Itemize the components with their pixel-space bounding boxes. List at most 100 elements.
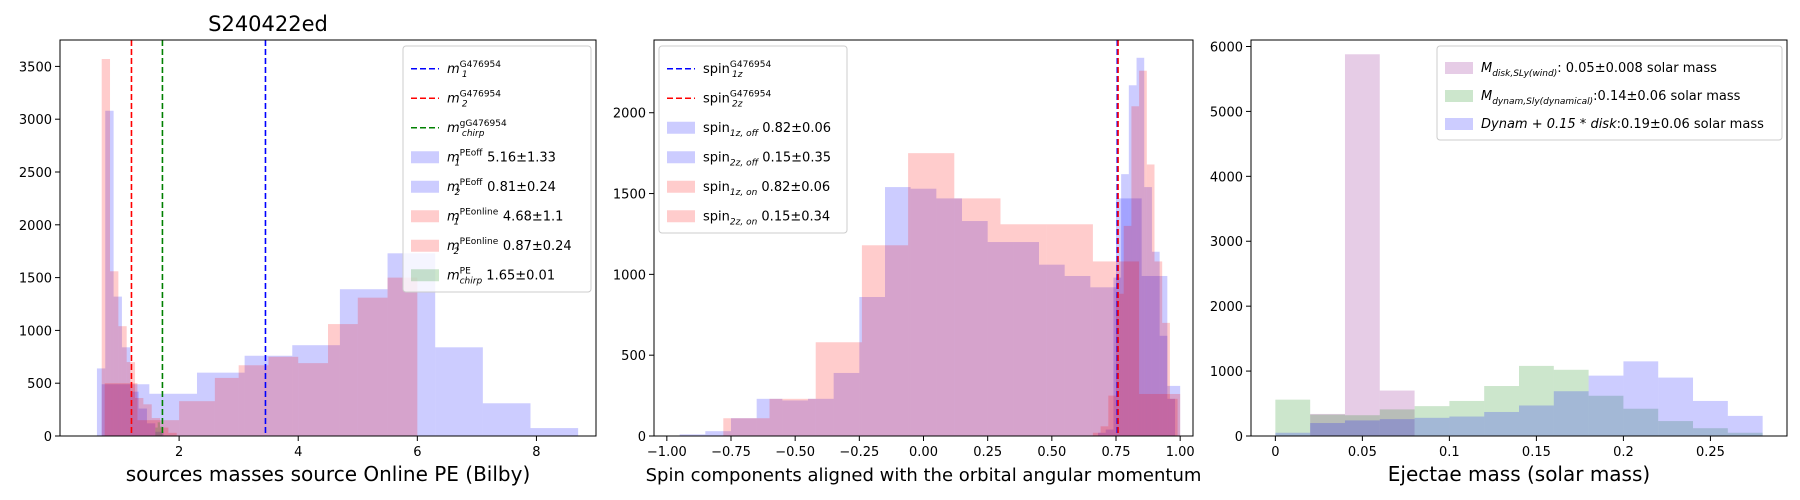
hist-bar-s0-b7 — [435, 347, 483, 436]
hist-bar-s3-b2 — [815, 342, 862, 436]
hist-bar-s1-b8 — [1553, 369, 1589, 436]
legend-entry-label: mG476954 1 — [447, 60, 501, 80]
y-tick-label: 3000 — [19, 113, 52, 128]
hist-bar-s3-b0 — [101, 59, 111, 437]
hist-bar-s2-b2 — [179, 401, 215, 436]
legend-entry-label: mPEonline 2 0.87±0.24 — [447, 237, 572, 257]
hist-bar-s1-b1 — [1310, 414, 1345, 436]
hist-bar-s1-b12 — [1693, 428, 1728, 436]
hist-bar-s2-b7 — [328, 324, 358, 436]
x-tick-label: 2 — [175, 445, 183, 460]
hist-bar-s3-b0 — [723, 418, 770, 436]
hist-bar-s1-b16 — [1090, 287, 1116, 436]
hist-bar-s2-b0 — [1092, 432, 1101, 436]
hist-bar-s3-b2 — [118, 326, 127, 436]
x-tick-label: 0.50 — [1037, 445, 1066, 460]
legend-entry-label: spin2z, off 0.15±0.35 — [703, 150, 831, 168]
hist-bar-s2-b3 — [1116, 293, 1124, 436]
hist-bar-s1-b1 — [705, 431, 731, 436]
hist-bar-s1-b15 — [1064, 275, 1091, 436]
hist-bar-s2-b5 — [268, 356, 299, 436]
hist-bar-s2-b1 — [137, 420, 180, 436]
hist-bar-s0-b9 — [530, 428, 579, 436]
legend-entry-label: Dynam + 0.15 * disk:0.19±0.06 solar mass — [1481, 117, 1764, 132]
hist-bar-s0-b2 — [1344, 54, 1380, 436]
hist-bar-s2-b7 — [1146, 164, 1155, 436]
x-axis-label: sources masses source Online PE (Bilby) — [126, 462, 531, 486]
hist-bar-s2-b1 — [1310, 423, 1345, 436]
hist-bar-s3-b6 — [151, 418, 161, 436]
hist-bar-s4-b0 — [155, 427, 158, 436]
hist-bar-s2-b6 — [1484, 411, 1519, 436]
hist-bar-s1-b2 — [731, 418, 757, 436]
hist-bar-s0-b5 — [1136, 57, 1145, 436]
hist-bar-s2-b6 — [1139, 70, 1147, 436]
x-tick-label: 0.25 — [973, 445, 1002, 460]
hist-bar-s0-b8 — [1159, 335, 1168, 436]
hist-bar-s2-b5 — [1449, 416, 1485, 436]
y-tick-label: 1500 — [19, 272, 52, 287]
hist-bar-s3-b3 — [126, 362, 136, 436]
hist-bar-s1-b10 — [936, 198, 962, 436]
legend-frame — [402, 45, 592, 293]
legend-patch-swatch — [1445, 62, 1473, 74]
legend-frame — [658, 45, 848, 234]
hist-bar-s2-b11 — [1658, 377, 1694, 436]
hist-bar-s1-b13 — [1727, 432, 1763, 436]
hist-bar-s1-b13 — [1013, 242, 1039, 436]
hist-bar-s3-b9 — [1139, 393, 1181, 436]
hist-bar-s1-b7 — [1519, 365, 1554, 436]
hist-bar-s1-b3 — [756, 398, 783, 436]
axes-frame — [1250, 39, 1788, 437]
legend-patch-swatch — [667, 151, 695, 164]
hist-bar-s1-b6 — [146, 423, 156, 436]
hist-bar-s3-b5 — [954, 198, 1001, 436]
hist-bar-s1-b11 — [1658, 421, 1694, 436]
y-tick-label: 3500 — [19, 60, 52, 75]
chart-title: S240422ed — [208, 12, 328, 36]
y-tick-label: 2000 — [613, 107, 646, 122]
legend-entry-label: mgG476954 chirp — [447, 119, 507, 139]
hist-bar-s1-b4 — [782, 400, 808, 436]
hist-bar-s2-b1 — [1100, 426, 1109, 436]
hist-bar-s2-b7 — [1519, 405, 1554, 436]
hist-bar-s3-b1 — [769, 398, 816, 436]
hist-bar-s2-b4 — [238, 365, 269, 436]
legend-entry-label: mPEoff 2 0.81±0.24 — [447, 178, 556, 198]
legend-patch-swatch — [1445, 90, 1473, 102]
legend-patch-swatch — [411, 180, 439, 193]
y-tick-label: 1500 — [613, 188, 646, 203]
hist-bar-s1-b17 — [1116, 198, 1142, 436]
x-tick-label: 4 — [294, 445, 302, 460]
x-tick-label: 0.25 — [1696, 445, 1725, 460]
x-tick-label: −0.50 — [775, 445, 815, 460]
hist-bar-s1-b6 — [833, 372, 860, 436]
y-tick-label: 0 — [44, 430, 52, 445]
y-tick-label: 0 — [1235, 430, 1243, 445]
x-axis-label: Ejectae mass (solar mass) — [1388, 462, 1650, 486]
hist-bar-s3-b4 — [908, 153, 955, 436]
hist-bar-s3-b1 — [110, 271, 119, 436]
legend-entry-label: Mdisk,SLy(wind): 0.05±0.008 solar mass — [1481, 61, 1717, 79]
hist-bar-s0-b3 — [1379, 390, 1415, 436]
legend-patch-swatch — [667, 121, 695, 134]
hist-bar-s1-b5 — [1449, 400, 1485, 436]
x-tick-label: −0.25 — [839, 445, 879, 460]
x-tick-label: 0.2 — [1613, 445, 1634, 460]
hist-bar-s0-b4 — [292, 345, 340, 436]
hist-bar-s2-b9 — [387, 277, 418, 436]
legend-entry-label: mG476954 2 — [447, 89, 501, 109]
hist-bar-s0-b8 — [482, 403, 531, 436]
legend-patch-swatch — [411, 210, 439, 223]
hist-bar-s0-b0 — [1098, 432, 1106, 436]
legend-entry-label: mPEoff 1 5.16±1.33 — [447, 148, 556, 168]
y-tick-label: 4000 — [1210, 170, 1243, 185]
hist-bar-s1-b2 — [113, 296, 122, 436]
hist-bar-s0-b1 — [1105, 429, 1114, 436]
hist-bar-s3-b6 — [1000, 224, 1047, 436]
axes-frame — [59, 39, 597, 437]
y-tick-label: 0 — [638, 430, 646, 445]
x-tick-label: −0.75 — [711, 445, 751, 460]
hist-bar-s2-b2 — [1108, 395, 1116, 436]
